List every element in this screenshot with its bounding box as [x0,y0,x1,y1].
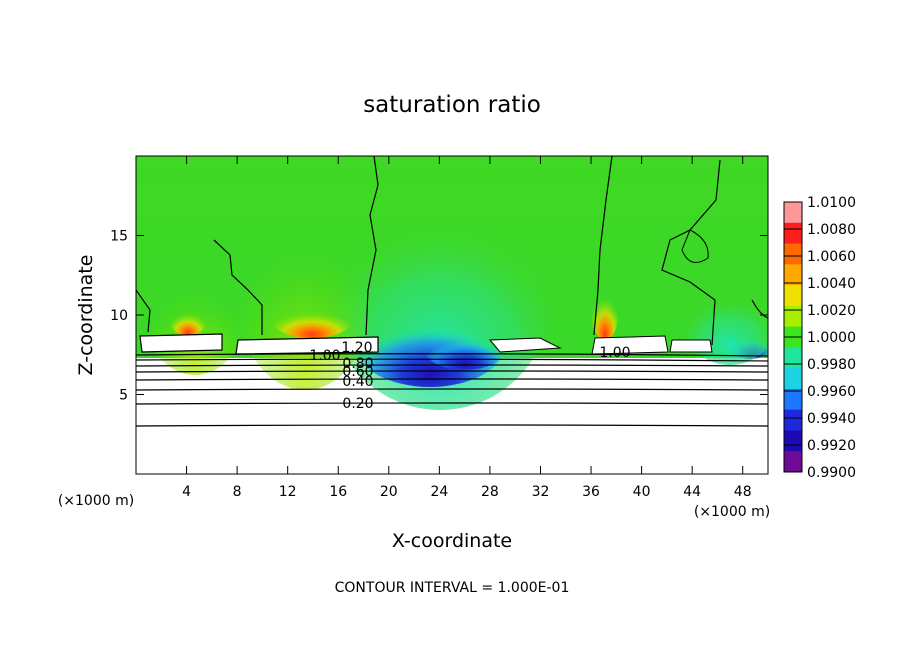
red-plume-left [170,304,206,336]
contour-line [136,364,768,367]
contour-line [593,156,613,336]
x-tick-label: 4 [182,484,191,500]
y-unit-label: (×1000 m) [694,504,770,520]
contour-line [136,424,768,427]
y-tick-label: 15 [110,229,128,245]
contour-label: 0.60 [342,364,373,380]
y-axis: 5 10 15 [110,229,768,404]
contour-labels: 1.201.00 0.800.600.400.201.00 [309,340,630,412]
contour-interval-note: CONTOUR INTERVAL = 1.000E-01 [335,580,570,596]
colorbar-swatch [784,202,802,224]
colorbar-swatch [784,305,802,328]
x-tick-label: 40 [633,484,651,500]
white-cloud-r2 [591,335,669,355]
contour-line [136,402,768,405]
x-axis-label: X-coordinate [392,530,512,552]
white-cloud-r1 [488,337,562,353]
contour-line [365,156,379,336]
colorbar-swatch [784,368,802,390]
colorbar-label: 1.0080 [807,222,856,238]
colorbar-label: 0.9980 [807,357,856,373]
blue-region-2 [425,330,505,370]
contour-label: 1.00 [309,348,340,364]
contour-line [136,358,768,362]
colorbar: 1.0100 1.0080 1.0060 1.0040 1.0020 1.0000 0.99… [783,195,856,481]
colorbar-label: 1.0060 [807,249,856,265]
x-tick-label: 44 [683,484,701,500]
colorbar-label: 0.9940 [807,411,856,427]
y-tick-label: 5 [119,388,128,404]
contour-line [751,299,768,319]
colorbar-label: 1.0020 [807,303,856,319]
colorbar-swatch [784,264,802,286]
x-tick-label: 12 [279,484,297,500]
white-cloud-r3 [669,339,713,353]
contour-label: 0.80 [342,356,373,372]
contour-line [681,229,709,263]
contour-line [136,388,768,391]
contour-label: 1.00 [599,345,630,361]
contour-line [661,159,721,346]
colorbar-swatch [784,451,802,473]
x-tick-label: 48 [734,484,752,500]
chart-title: saturation ratio [363,92,541,118]
x-tick-label: 28 [481,484,499,500]
contour-line [136,353,768,357]
x-tick-label: 20 [380,484,398,500]
contour-label: 0.20 [342,396,373,412]
contour-label: 1.20 [341,340,372,356]
x-tick-label: 32 [532,484,550,500]
colorbar-swatch [784,430,802,452]
heatmap-area [136,156,768,474]
colorbar-swatch [784,285,802,307]
x-tick-label: 36 [582,484,600,500]
y-tick-label: 10 [110,308,128,324]
colorbar-label: 0.9900 [807,465,856,481]
cyan-right [685,285,768,365]
colorbar-swatch [784,222,802,245]
colorbar-swatch [784,347,802,369]
white-cloud-left [139,333,223,353]
colorbar-label: 1.0000 [807,330,856,346]
x-tick-label: 16 [329,484,347,500]
colorbar-swatch [784,243,802,265]
colorbar-swatch [784,388,802,411]
contour-line [136,378,768,381]
x-tick-label: 24 [430,484,448,500]
white-cloud-mid [235,336,379,355]
y-axis-label: Z-coordinate [75,255,97,376]
colorbar-swatch [784,409,802,431]
contour-label: 0.40 [342,374,373,390]
x-axis: 4 8 12 16 20 24 28 32 36 40 44 48 [182,156,752,500]
colorbar-label: 0.9960 [807,384,856,400]
x-tick-label: 8 [233,484,242,500]
x-unit-label: (×1000 m) [58,493,134,509]
colorbar-label: 1.0100 [807,195,856,211]
contour-line [136,289,151,333]
contour-line [213,239,263,335]
yellow-plume-right [591,280,619,340]
red-plume-mid [272,302,352,338]
colorbar-label: 1.0040 [807,276,856,292]
colorbar-label: 0.9920 [807,438,856,454]
contour-line [136,370,768,373]
